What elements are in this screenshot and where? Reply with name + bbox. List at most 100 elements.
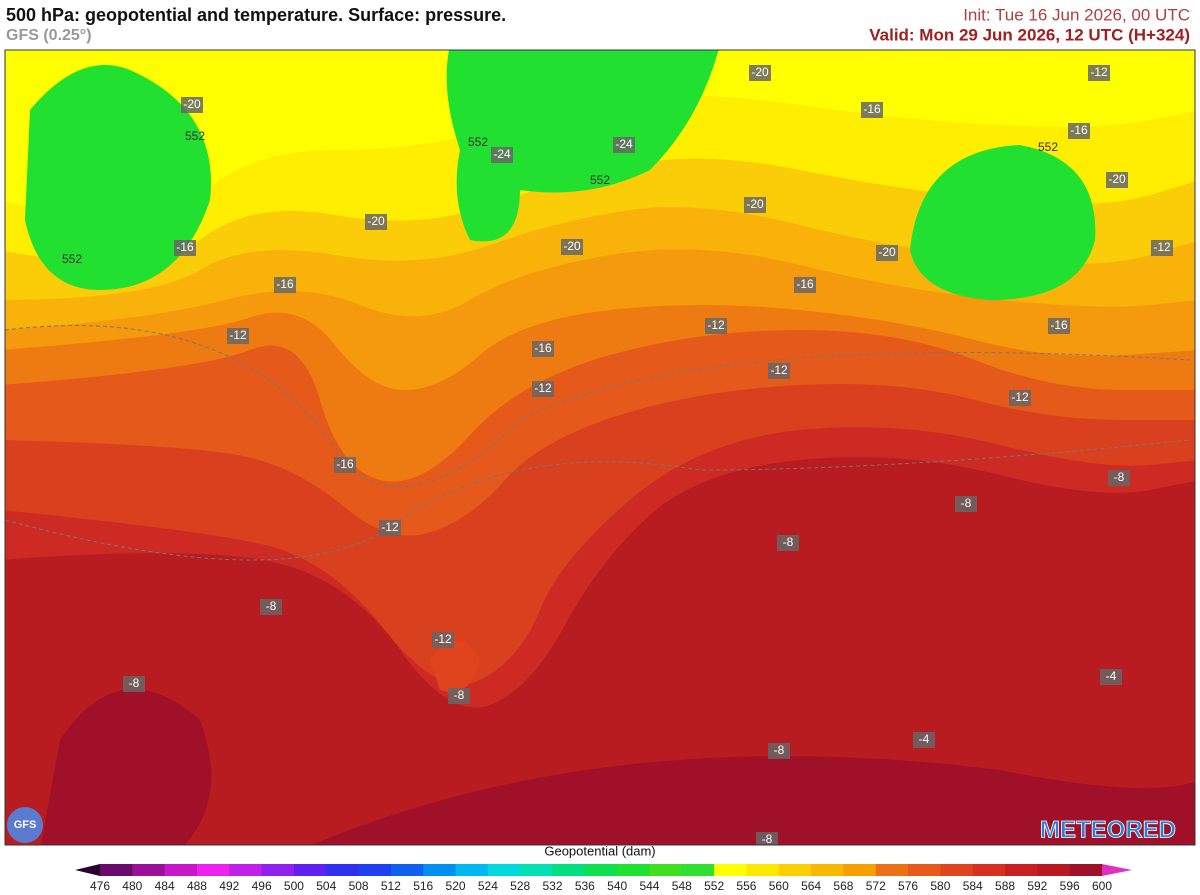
temperature-label: -24 xyxy=(615,137,633,151)
temperature-label: -8 xyxy=(1114,470,1125,484)
colorbar-band xyxy=(423,864,457,876)
colorbar-band xyxy=(714,864,747,876)
temperature-label-box xyxy=(561,239,583,255)
field-region xyxy=(430,640,480,692)
temperature-label: -12 xyxy=(770,363,788,377)
colorbar-tick-label: 560 xyxy=(769,879,789,893)
temperature-label-box xyxy=(768,363,790,379)
colorbar-band xyxy=(617,864,650,876)
temperature-label: -16 xyxy=(1070,123,1088,137)
colorbar-tick-label: 536 xyxy=(575,879,595,893)
temperature-label-box xyxy=(777,535,799,551)
colorbar-band xyxy=(520,864,554,876)
temperature-label: -8 xyxy=(783,535,794,549)
colorbar-end xyxy=(1102,864,1132,876)
colorbar: 476 480 484 488 492 496 500 504 508 512 516 520 524 5… xyxy=(75,864,1132,893)
colorbar-tick-label: 576 xyxy=(898,879,918,893)
temperature-label-box xyxy=(1151,240,1173,256)
temperature-label: -20 xyxy=(183,97,201,111)
colorbar-band xyxy=(487,864,521,876)
temperature-label: -16 xyxy=(1050,318,1068,332)
temperature-label-box xyxy=(1100,669,1122,685)
temperature-label-box xyxy=(227,328,249,344)
colorbar-tick-label: 584 xyxy=(963,879,983,893)
temperature-label: -12 xyxy=(1153,240,1171,254)
yellow-band xyxy=(5,50,1195,219)
title: 500 hPa: geopotential and temperature. S… xyxy=(6,5,506,25)
colorbar-band xyxy=(1069,864,1103,876)
field-region xyxy=(25,65,211,290)
temperature-label: -16 xyxy=(796,277,814,291)
colorbar-band xyxy=(390,864,424,876)
temperature-label: -8 xyxy=(762,832,773,846)
contour-line xyxy=(5,439,1191,561)
colorbar-tick-label: 548 xyxy=(672,879,692,893)
colorbar-band xyxy=(261,864,295,876)
temperature-label-box xyxy=(955,496,977,512)
contour-line xyxy=(5,325,1191,488)
temperature-label: -12 xyxy=(534,381,552,395)
temperature-label: -20 xyxy=(1108,172,1126,186)
contour-label: 552 xyxy=(1038,140,1058,154)
colorbar-band xyxy=(875,864,909,876)
contour-label: 552 xyxy=(468,135,488,149)
temperature-label: -24 xyxy=(493,147,511,161)
field-region xyxy=(446,50,719,242)
field-region xyxy=(910,145,1096,300)
temperature-label-box xyxy=(365,214,387,230)
colorbar-tick-label: 572 xyxy=(866,879,886,893)
colorbar-title: Geopotential (dam) xyxy=(544,843,655,858)
temperature-label: -12 xyxy=(434,632,452,646)
temperature-label: -16 xyxy=(336,457,354,471)
temperature-label: -20 xyxy=(751,65,769,79)
colorbar-band xyxy=(940,864,974,876)
colorbar-tick-label: 600 xyxy=(1092,879,1112,893)
temperature-label: -16 xyxy=(176,240,194,254)
temperature-label-box xyxy=(1009,390,1031,406)
colorbar-band xyxy=(293,864,327,876)
valid-time: Valid: Mon 29 Jun 2026, 12 UTC (H+324) xyxy=(869,25,1190,44)
temperature-label: -8 xyxy=(961,496,972,510)
model: GFS (0.25°) xyxy=(6,27,92,44)
logo-right: METEORED xyxy=(1040,816,1176,843)
temperature-label: -12 xyxy=(707,318,725,332)
temperature-label-box xyxy=(913,732,935,748)
colorbar-tick-label: 588 xyxy=(995,879,1015,893)
temperature-label: -20 xyxy=(878,245,896,259)
colorbar-band xyxy=(132,864,166,876)
temperature-label: -4 xyxy=(1106,669,1117,683)
temperature-label: -16 xyxy=(534,341,552,355)
colorbar-band xyxy=(1037,864,1071,876)
map: -20 -16 -20 -16 -12 -24 -24 -20 -20 -20 -16 -12 -16 -… xyxy=(5,50,1195,846)
temperature-label-box xyxy=(749,65,771,81)
contour-label: 552 xyxy=(185,129,205,143)
colorbar-tick-label: 580 xyxy=(930,879,950,893)
temperature-label-box xyxy=(744,197,766,213)
temperature-label-box xyxy=(274,277,296,293)
temperature-label-box xyxy=(532,341,554,357)
colorbar-tick-label: 592 xyxy=(1027,879,1047,893)
temperature-label-box xyxy=(532,381,554,397)
colorbar-tick-label: 516 xyxy=(413,879,433,893)
colorbar-tick-label: 564 xyxy=(801,879,821,893)
colorbar-band xyxy=(326,864,360,876)
colorbar-tick-label: 484 xyxy=(155,879,175,893)
temperature-label: -8 xyxy=(266,599,277,613)
colorbar-band xyxy=(649,864,683,876)
field-region xyxy=(311,756,1195,845)
colorbar-band xyxy=(778,864,812,876)
colorbar-band xyxy=(196,864,230,876)
temperature-label: -20 xyxy=(746,197,764,211)
temperature-label-box xyxy=(123,676,145,692)
colorbar-tick-label: 556 xyxy=(736,879,756,893)
colorbar-band xyxy=(584,864,618,876)
temperature-label-box xyxy=(794,277,816,293)
temperature-label: -8 xyxy=(454,688,465,702)
init-time: Init: Tue 16 Jun 2026, 00 UTC xyxy=(963,5,1190,24)
temperature-label: -12 xyxy=(1090,65,1108,79)
colorbar-tick-label: 528 xyxy=(510,879,530,893)
colorbar-tick-label: 504 xyxy=(316,879,336,893)
temperature-label-box xyxy=(1108,470,1130,486)
